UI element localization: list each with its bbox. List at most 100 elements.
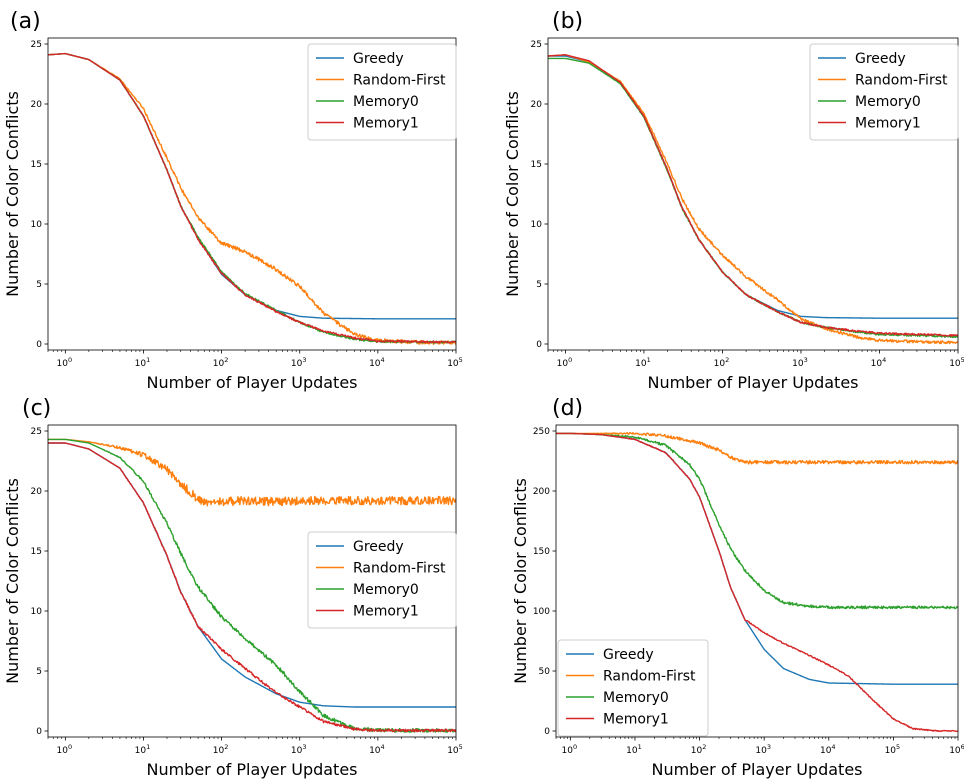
y-axis-title: Number of Color Conflicts [511,478,530,684]
x-tick-base: 10 [447,746,459,756]
x-tick-base: 10 [755,746,767,756]
y-tick-label: 10 [31,607,43,617]
legend-box [307,531,457,629]
legend: Greedy Random-First Memory0 Memory1 [557,639,709,737]
y-tick-label: 200 [533,487,550,497]
x-tick-base: 10 [557,359,569,369]
x-tick-base: 10 [369,359,381,369]
legend-label: Greedy [353,539,404,555]
x-tick-base: 10 [291,359,303,369]
panel-letter: (b) [552,9,583,34]
x-tick-label: 101 [635,356,651,369]
panel-letter: (d) [552,396,583,421]
legend-label: Memory0 [603,690,669,706]
y-tick-label: 25 [531,40,542,50]
legend-box [307,43,457,141]
x-tick-exponent: 5 [459,356,463,364]
legend-label: Greedy [353,51,404,67]
x-tick-exponent: 2 [725,356,729,364]
x-axis-title: Number of Player Updates [647,373,858,392]
y-tick-label: 15 [31,547,42,557]
x-tick-label: 100 [562,743,578,756]
x-tick-exponent: 3 [804,356,808,364]
legend-box [809,43,959,141]
x-tick-label: 103 [792,356,808,369]
x-tick-base: 10 [714,359,726,369]
x-tick-label: 105 [447,743,463,756]
plot-frame [555,424,959,738]
x-axis-title: Number of Player Updates [146,373,357,392]
x-tick-base: 10 [792,359,804,369]
y-tick-label: 100 [533,607,550,617]
x-tick-exponent: 1 [638,743,642,751]
legend-label: Memory0 [855,94,921,110]
legend-label: Memory0 [353,582,419,598]
x-tick-label: 105 [447,356,463,369]
x-tick-label: 100 [57,743,73,756]
series-line-memory1 [556,432,958,733]
panel-letter: (c) [22,396,51,421]
plot-frame [47,37,457,351]
x-tick-label: 102 [213,356,229,369]
legend-label: Random-First [855,73,948,89]
x-tick-label: 104 [369,743,385,756]
x-tick-exponent: 4 [882,356,886,364]
x-tick-label: 105 [885,743,901,756]
x-tick-base: 10 [213,359,225,369]
legend: Greedy Random-First Memory0 Memory1 [809,43,959,141]
series-group [48,438,456,733]
y-tick-label: 15 [531,160,542,170]
legend-label: Memory1 [855,116,921,132]
x-tick-label: 100 [557,356,573,369]
y-tick-label: 50 [539,667,551,677]
x-tick-label: 102 [213,743,229,756]
x-tick-label: 103 [755,743,771,756]
x-tick-base: 10 [57,746,69,756]
y-tick-label: 20 [31,487,43,497]
x-tick-label: 102 [691,743,707,756]
x-tick-label: 101 [626,743,642,756]
x-tick-base: 10 [635,359,647,369]
legend-label: Memory1 [603,712,669,728]
x-tick-label: 101 [135,743,151,756]
x-tick-exponent: 4 [381,743,385,751]
x-tick-base: 10 [885,746,897,756]
x-tick-base: 10 [213,746,225,756]
series-line-random-first [556,431,958,465]
x-tick-base: 10 [626,746,638,756]
x-tick-exponent: 1 [146,356,150,364]
series-line-random-first [48,438,456,507]
y-tick-label: 10 [31,220,43,230]
y-tick-label: 5 [536,280,542,290]
x-tick-exponent: 6 [961,743,964,751]
y-tick-label: 15 [31,160,42,170]
y-axis-title: Number of Color Conflicts [503,91,522,297]
series-line-memory0 [556,432,958,610]
x-tick-label: 105 [949,356,964,369]
legend-label: Greedy [603,647,654,663]
legend-label: Memory1 [353,116,419,132]
x-tick-base: 10 [447,359,459,369]
x-tick-exponent: 5 [459,743,463,751]
x-tick-exponent: 0 [568,356,572,364]
x-tick-base: 10 [871,359,883,369]
y-tick-label: 20 [531,100,543,110]
x-tick-label: 100 [57,356,73,369]
x-tick-base: 10 [691,746,703,756]
legend-label: Memory0 [353,94,419,110]
y-tick-label: 20 [31,100,43,110]
legend-label: Greedy [855,51,906,67]
x-tick-label: 102 [714,356,730,369]
x-axis-title: Number of Player Updates [651,760,862,779]
x-tick-base: 10 [57,359,69,369]
legend: Greedy Random-First Memory0 Memory1 [307,531,457,629]
x-tick-label: 103 [291,356,307,369]
y-axis-title: Number of Color Conflicts [3,91,22,297]
series-group [548,54,958,345]
x-tick-label: 104 [820,743,836,756]
series-line-random-first [548,54,958,345]
x-tick-exponent: 3 [767,743,771,751]
